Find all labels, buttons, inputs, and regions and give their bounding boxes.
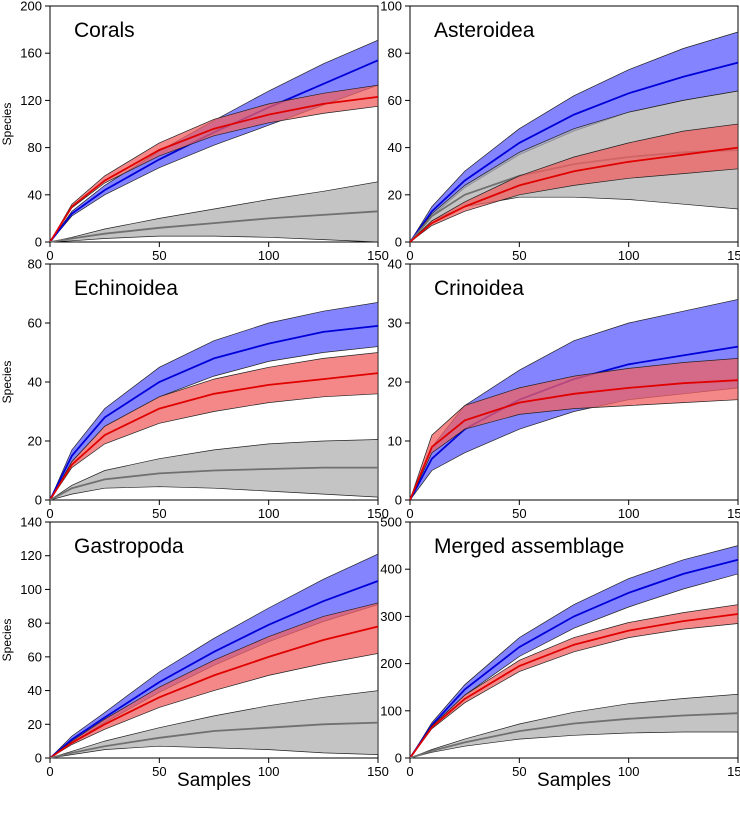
x-tick-label: 0 xyxy=(46,764,53,779)
x-tick-label: 150 xyxy=(727,764,740,779)
gray-rarefaction-line xyxy=(49,210,379,243)
x-tick-label: 150 xyxy=(727,248,740,263)
y-tick-label: 40 xyxy=(388,140,402,155)
red-rarefaction-line xyxy=(49,96,379,243)
y-tick-label: 10 xyxy=(388,434,402,449)
y-tick-label: 300 xyxy=(380,609,402,624)
x-tick-label: 50 xyxy=(512,248,526,263)
y-tick-label: 0 xyxy=(395,235,402,250)
red-confidence-band xyxy=(409,358,739,501)
y-tick-label: 60 xyxy=(28,316,42,331)
y-tick-label: 20 xyxy=(388,375,402,390)
blue-rarefaction-line xyxy=(49,580,379,759)
red-rarefaction-line xyxy=(49,625,379,759)
y-tick-label: 30 xyxy=(388,316,402,331)
y-tick-label: 120 xyxy=(20,548,42,563)
red-rarefaction-line xyxy=(409,146,739,243)
panel-title: Gastropoda xyxy=(74,535,184,558)
x-tick-label: 50 xyxy=(152,506,166,521)
y-tick-label: 80 xyxy=(28,616,42,631)
y-tick-label: 80 xyxy=(388,46,402,61)
y-tick-label: 200 xyxy=(20,0,42,14)
y-tick-label: 0 xyxy=(395,493,402,508)
x-tick-label: 0 xyxy=(46,248,53,263)
x-tick-label: 150 xyxy=(727,506,740,521)
y-tick-label: 0 xyxy=(35,493,42,508)
x-axis-label: Samples xyxy=(177,770,251,791)
y-tick-label: 80 xyxy=(28,140,42,155)
panel-title: Echinoidea xyxy=(74,277,178,300)
x-tick-label: 100 xyxy=(618,764,640,779)
y-tick-label: 0 xyxy=(35,751,42,766)
x-tick-label: 100 xyxy=(258,764,280,779)
y-tick-label: 160 xyxy=(20,46,42,61)
panel-title: Merged assemblage xyxy=(434,535,624,558)
panel-title: Corals xyxy=(74,19,135,42)
y-tick-label: 140 xyxy=(20,515,42,530)
x-tick-label: 100 xyxy=(258,506,280,521)
panel-title: Asteroidea xyxy=(434,19,535,42)
y-tick-label: 60 xyxy=(28,649,42,664)
y-tick-label: 200 xyxy=(380,656,402,671)
y-axis-label: Species xyxy=(0,103,14,146)
blue-rarefaction-line xyxy=(49,325,379,501)
x-tick-label: 150 xyxy=(367,764,389,779)
x-tick-label: 0 xyxy=(406,506,413,521)
panel-corals: Corals 0 40 80 120 160 200 0 50 100 150 Species xyxy=(0,0,389,263)
y-tick-label: 60 xyxy=(388,93,402,108)
blue-rarefaction-line xyxy=(409,61,739,243)
x-tick-label: 0 xyxy=(406,764,413,779)
y-tick-label: 40 xyxy=(388,257,402,272)
panel-echinoidea: Echinoidea 0 20 40 60 80 0 50 100 150 Species xyxy=(0,257,389,522)
y-tick-label: 40 xyxy=(28,375,42,390)
x-tick-label: 50 xyxy=(512,764,526,779)
gray-rarefaction-line xyxy=(409,712,739,759)
panel-title: Crinoidea xyxy=(434,277,524,300)
red-rarefaction-line xyxy=(409,379,739,501)
red-rarefaction-line xyxy=(49,372,379,501)
blue-confidence-band xyxy=(409,545,739,759)
panel-merged-assemblage: Merged assemblage 0 100 200 300 400 500 0 50 100 1… xyxy=(380,515,740,792)
blue-rarefaction-line xyxy=(409,558,739,759)
red-rarefaction-line xyxy=(409,613,739,759)
y-axis-label: Species xyxy=(0,619,14,662)
y-tick-label: 20 xyxy=(28,434,42,449)
gray-confidence-band xyxy=(409,693,739,759)
x-tick-label: 100 xyxy=(618,506,640,521)
panel-asteroidea: Asteroidea 0 20 40 60 80 100 0 50 100 150 xyxy=(380,0,740,263)
x-tick-label: 50 xyxy=(512,506,526,521)
panel-gastropoda: Gastropoda 0 20 40 60 80 100 120 140 0 50 100 150 Spe… xyxy=(0,515,389,792)
x-axis-label: Samples xyxy=(537,770,611,791)
y-tick-label: 500 xyxy=(380,515,402,530)
x-tick-label: 50 xyxy=(152,248,166,263)
y-tick-label: 100 xyxy=(380,703,402,718)
y-tick-label: 20 xyxy=(388,187,402,202)
y-tick-label: 100 xyxy=(20,582,42,597)
panel-crinoidea: Crinoidea 0 10 20 30 40 0 50 100 150 xyxy=(388,257,740,522)
y-tick-label: 0 xyxy=(35,235,42,250)
gray-rarefaction-line xyxy=(49,721,379,759)
y-tick-label: 40 xyxy=(28,187,42,202)
y-tick-label: 100 xyxy=(380,0,402,14)
red-confidence-band xyxy=(409,123,739,243)
y-tick-label: 40 xyxy=(28,683,42,698)
x-tick-label: 100 xyxy=(618,248,640,263)
x-tick-label: 100 xyxy=(258,248,280,263)
x-tick-label: 0 xyxy=(46,506,53,521)
y-tick-label: 80 xyxy=(28,257,42,272)
x-tick-label: 0 xyxy=(406,248,413,263)
x-tick-label: 150 xyxy=(367,506,389,521)
y-tick-label: 120 xyxy=(20,93,42,108)
y-axis-label: Species xyxy=(0,361,14,404)
x-tick-label: 150 xyxy=(367,248,389,263)
y-tick-label: 20 xyxy=(28,717,42,732)
y-tick-label: 0 xyxy=(395,751,402,766)
x-tick-label: 50 xyxy=(152,764,166,779)
y-tick-label: 400 xyxy=(380,562,402,577)
gray-rarefaction-line xyxy=(49,466,378,501)
red-confidence-band xyxy=(49,602,379,759)
